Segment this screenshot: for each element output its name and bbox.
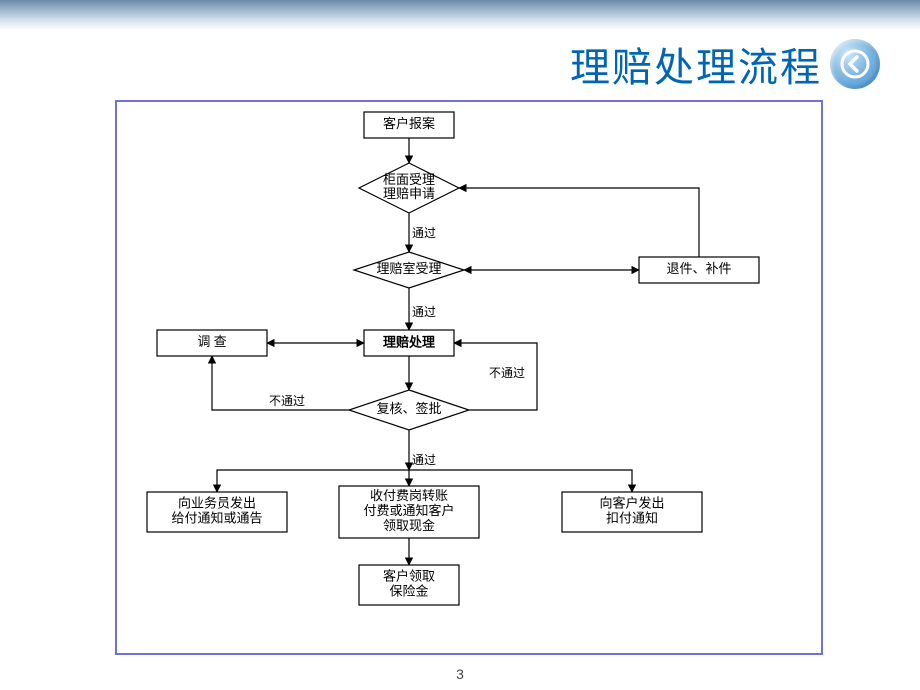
flowchart-frame: 通过通过通过不通过不通过客户报案柜面受理理赔申请理赔室受理退件、补件调 查理赔处… <box>115 100 823 655</box>
node-label-n3-0: 理赔室受理 <box>376 261 441 276</box>
page-title: 理赔处理流程 <box>570 35 822 93</box>
node-label-n2-0: 柜面受理 <box>383 172 435 187</box>
node-label-n10-1: 扣付通知 <box>606 510 658 525</box>
edge-label-e3: 通过 <box>412 305 436 319</box>
node-label-n4-0: 退件、补件 <box>666 261 731 276</box>
node-label-n2-1: 理赔申请 <box>383 186 435 201</box>
top-banner <box>0 0 920 30</box>
flowchart-canvas: 通过通过通过不通过不通过客户报案柜面受理理赔申请理赔室受理退件、补件调 查理赔处… <box>117 102 821 653</box>
title-row: 理赔处理流程 <box>570 35 880 93</box>
node-label-n7-0: 复核、签批 <box>376 401 441 416</box>
node-label-n9-1: 付费或通知客户 <box>363 503 454 518</box>
edge-label-e2: 通过 <box>412 226 436 240</box>
node-label-n1-0: 客户报案 <box>383 116 435 131</box>
node-label-n11-0: 客户领取 <box>383 568 435 583</box>
page-number: 3 <box>456 666 464 682</box>
edge-e9 <box>459 188 699 257</box>
edge-label-e5: 通过 <box>412 453 436 467</box>
node-label-n5-0: 调 查 <box>197 334 226 349</box>
node-label-n6-0: 理赔处理 <box>383 334 435 349</box>
node-label-n11-1: 保险金 <box>389 583 428 598</box>
node-label-n8-0: 向业务员发出 <box>178 495 256 510</box>
edge-label-e12: 不通过 <box>489 366 525 380</box>
back-icon[interactable] <box>830 39 880 89</box>
node-label-n10-0: 向客户发出 <box>599 495 664 510</box>
edge-label-e11: 不通过 <box>269 394 305 408</box>
node-label-n8-1: 给付通知或通告 <box>171 510 262 525</box>
node-label-n9-0: 收付费岗转账 <box>370 488 448 503</box>
node-label-n9-2: 领取现金 <box>383 518 435 533</box>
